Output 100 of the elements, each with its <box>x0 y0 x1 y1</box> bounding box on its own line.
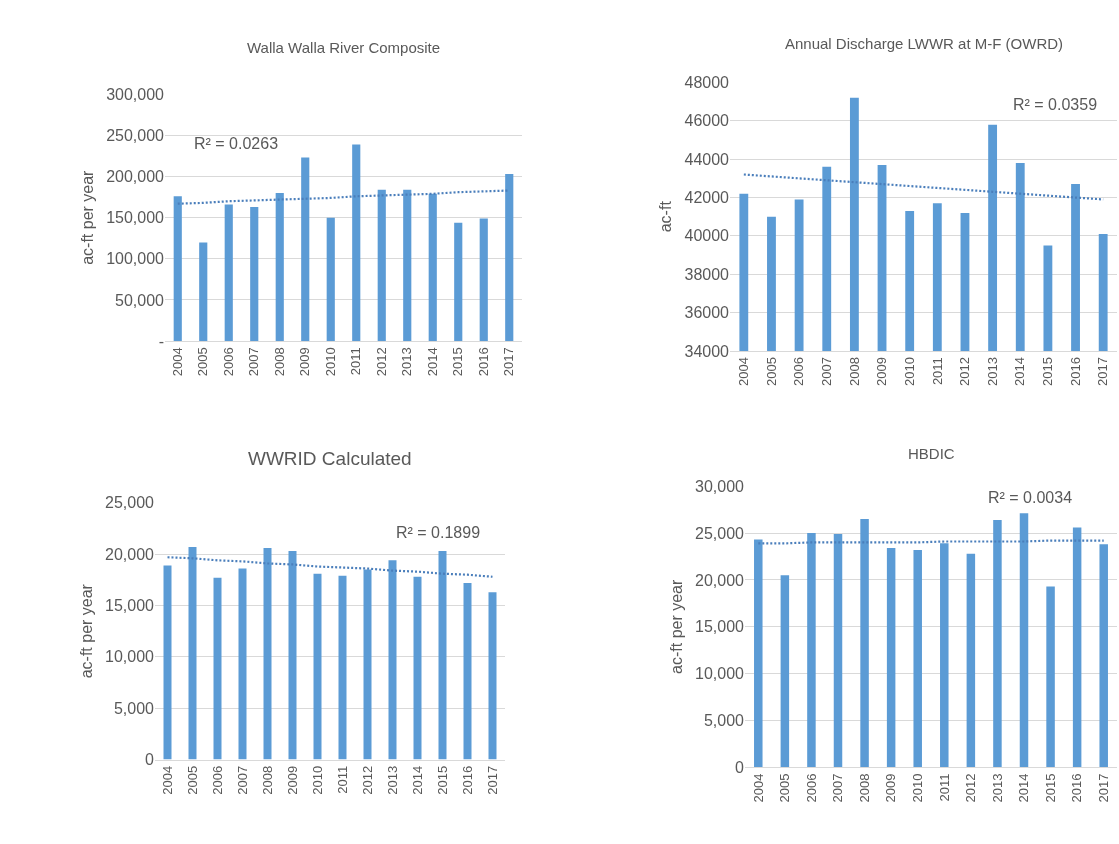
x-tick-label: 2004 <box>750 773 766 803</box>
bar <box>301 157 310 342</box>
bar <box>966 553 976 768</box>
y-tick-label: 0 <box>735 758 745 776</box>
x-tick-label: 2012 <box>963 773 979 803</box>
bar <box>288 551 297 760</box>
x-tick-label: 2007 <box>830 773 846 803</box>
y-tick-label: 36000 <box>684 304 730 322</box>
x-tick-label: 2014 <box>409 765 425 795</box>
annotation: R² = 0.1899 <box>396 524 481 541</box>
bar <box>403 189 412 342</box>
x-tick-label: 2004 <box>736 357 752 387</box>
x-tick-label: 2017 <box>501 347 517 377</box>
x-tick-label: 2010 <box>309 765 325 795</box>
bar <box>1046 586 1055 768</box>
y-tick-label: 48000 <box>684 74 730 92</box>
chart-title: Annual Discharge LWWR at M-F (OWRD) <box>785 35 1064 52</box>
bar <box>463 582 472 760</box>
y-tick-label: 20,000 <box>695 571 745 589</box>
bar <box>428 193 437 342</box>
x-tick-label: 2009 <box>883 773 899 803</box>
x-tick-label: 2009 <box>284 765 300 795</box>
y-axis-title: ac-ft per year <box>77 583 95 679</box>
bar <box>1072 527 1082 768</box>
y-tick-label: 50,000 <box>115 291 165 309</box>
bar <box>377 189 386 342</box>
x-tick-label: 2010 <box>909 773 925 803</box>
bar <box>224 204 233 342</box>
y-tick-label: 15,000 <box>105 597 155 615</box>
y-tick-label: 250,000 <box>106 126 165 144</box>
bar <box>163 565 172 760</box>
x-tick-label: 2016 <box>1067 357 1083 387</box>
x-tick-label: 2007 <box>246 347 262 377</box>
y-tick-label: 25,000 <box>105 494 155 512</box>
bar <box>238 568 247 760</box>
x-tick-label: 2006 <box>803 773 819 803</box>
bar <box>250 206 259 342</box>
annotation: R² = 0.0034 <box>988 489 1073 506</box>
bar <box>352 144 361 342</box>
y-tick-label: 10,000 <box>695 665 745 683</box>
y-tick-label: 46000 <box>684 112 730 130</box>
bar <box>213 577 222 760</box>
x-tick-label: 2007 <box>818 357 834 387</box>
x-tick-label: 2009 <box>297 347 313 377</box>
annotation: R² = 0.0359 <box>1013 96 1098 113</box>
y-axis-title: ac-ft per year <box>667 578 685 674</box>
line-series <box>166 556 494 578</box>
x-tick-label: 2017 <box>1095 773 1111 803</box>
bar <box>913 549 922 768</box>
y-tick-label: 15,000 <box>695 618 745 636</box>
x-tick-label: 2017 <box>1095 357 1111 387</box>
bar <box>454 222 463 342</box>
bar <box>326 217 335 342</box>
x-tick-label: 2004 <box>159 765 175 795</box>
y-tick-label: 30,000 <box>695 477 745 495</box>
chart-title: Walla Walla River Composite <box>247 39 441 56</box>
bar <box>1019 513 1029 768</box>
bar <box>754 539 763 768</box>
x-tick-label: 2013 <box>399 347 415 377</box>
x-tick-label: 2011 <box>929 357 945 386</box>
y-tick-label: - <box>158 332 164 350</box>
x-tick-label: 2007 <box>234 765 250 795</box>
bar <box>173 196 182 342</box>
y-axis-title: ac-ft per year <box>79 169 97 265</box>
bar <box>275 193 284 342</box>
bar <box>313 573 322 760</box>
x-tick-label: 2016 <box>1069 773 1085 803</box>
bar <box>780 575 790 768</box>
bar <box>188 546 197 760</box>
x-tick-label: 2013 <box>989 773 1005 803</box>
y-tick-label: 100,000 <box>106 250 165 268</box>
x-tick-label: 2011 <box>334 765 350 794</box>
x-tick-label: 2017 <box>484 765 500 795</box>
x-tick-label: 2009 <box>874 357 890 387</box>
x-tick-label: 2006 <box>220 347 236 377</box>
x-tick-label: 2005 <box>184 765 200 795</box>
bar <box>833 533 843 768</box>
x-tick-label: 2013 <box>384 765 400 795</box>
bar <box>199 242 208 342</box>
bar <box>488 592 497 760</box>
x-tick-label: 2005 <box>763 357 779 387</box>
bar <box>993 519 1002 768</box>
bar <box>886 548 896 768</box>
bar <box>940 543 949 768</box>
y-tick-label: 42000 <box>684 189 730 207</box>
bar <box>413 576 422 760</box>
y-tick-label: 200,000 <box>106 168 165 186</box>
bar <box>807 533 816 768</box>
y-tick-label: 44000 <box>684 150 730 168</box>
x-tick-label: 2015 <box>1040 357 1056 387</box>
x-tick-label: 2015 <box>1042 773 1058 803</box>
x-tick-label: 2015 <box>450 347 466 377</box>
y-tick-label: 20,000 <box>105 545 155 563</box>
y-tick-label: 5,000 <box>113 699 155 717</box>
bar <box>438 551 447 760</box>
y-tick-label: 10,000 <box>105 648 155 666</box>
y-tick-label: 40000 <box>684 227 730 245</box>
y-tick-label: 0 <box>145 751 155 769</box>
x-tick-label: 2008 <box>259 765 275 795</box>
x-tick-label: 2011 <box>348 347 364 376</box>
